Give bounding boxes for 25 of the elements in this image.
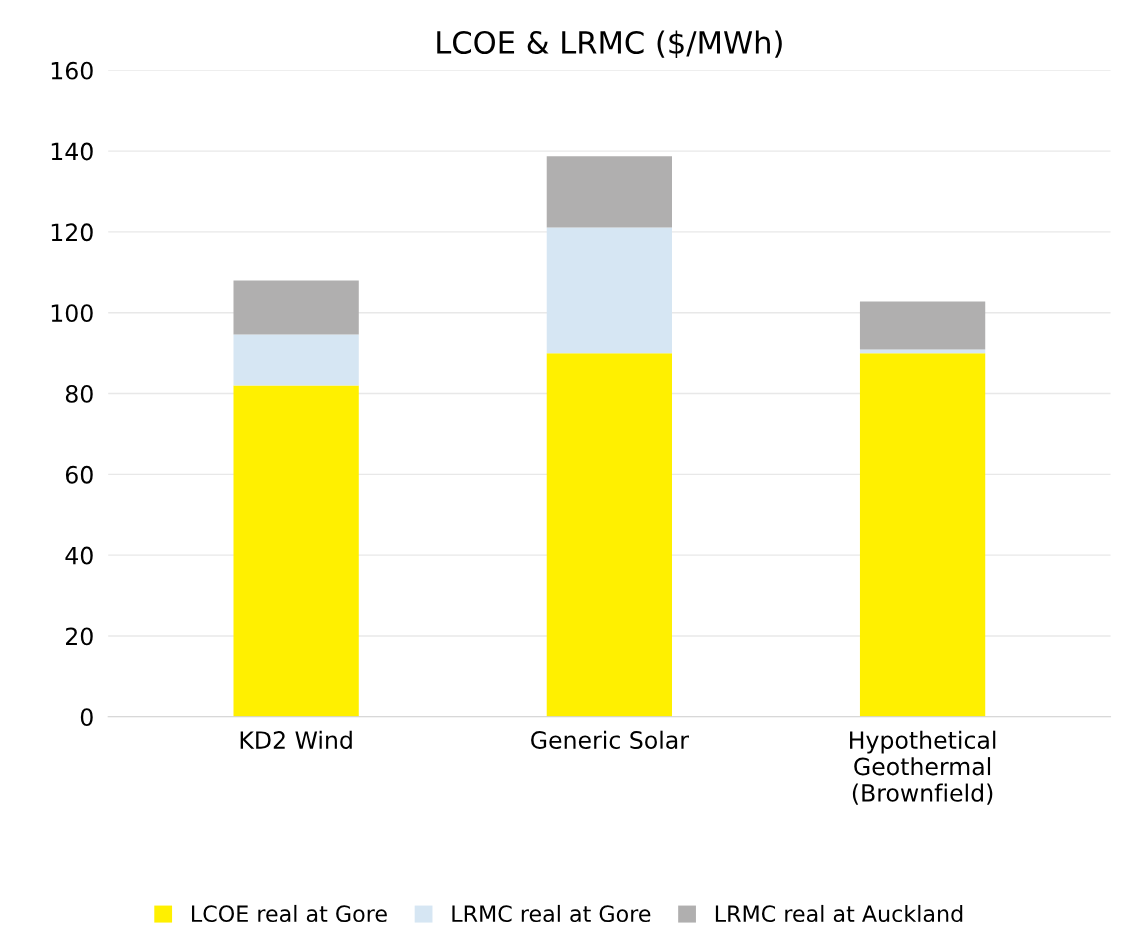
x-tick-label: KD2 Wind xyxy=(240,730,352,749)
chart-title: LCOE & LRMC ($/MWh) xyxy=(437,30,782,59)
y-tick-label: 20 xyxy=(66,627,93,646)
legend-label: LRMC real at Gore xyxy=(452,904,651,923)
bar xyxy=(859,349,986,354)
y-tick-label: 60 xyxy=(65,465,93,484)
bar xyxy=(546,353,673,717)
bar xyxy=(546,227,673,354)
x-tick-label: Hypothetical Geothermal (Brownfield) xyxy=(850,730,996,805)
y-tick-label: 120 xyxy=(51,223,93,242)
bar xyxy=(859,301,986,350)
y-tick-label: 40 xyxy=(65,546,93,565)
legend-label: LRMC real at Auckland xyxy=(715,904,963,923)
y-tick-label: 0 xyxy=(80,708,93,727)
bar xyxy=(546,156,673,228)
x-tick-label: Generic Solar xyxy=(531,730,689,749)
bar xyxy=(233,334,359,386)
bar xyxy=(233,385,359,717)
bar xyxy=(859,353,986,717)
y-tick-label: 80 xyxy=(65,384,93,403)
y-tick-label: 140 xyxy=(51,142,93,161)
legend-label: LCOE real at Gore xyxy=(192,904,387,923)
bar xyxy=(233,280,359,335)
y-tick-label: 160 xyxy=(51,61,93,80)
y-tick-label: 100 xyxy=(51,304,93,323)
